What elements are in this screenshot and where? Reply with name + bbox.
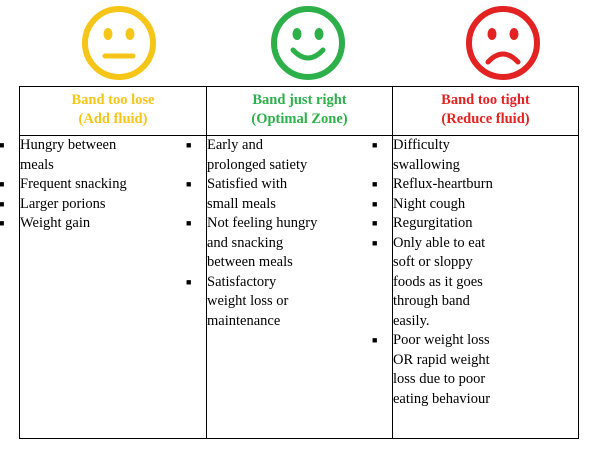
square-bullet-icon: ■: [0, 179, 5, 189]
symptoms-cell-too-loose: ■ Hungry between meals ■ Frequent snacking ■ L…: [0, 135, 207, 439]
list-item-line: Larger porions: [20, 195, 106, 212]
neutral-face-icon: [80, 4, 158, 82]
list-item-line: and snacking: [207, 234, 284, 251]
list-item: ■ Satisfactory weight loss or maintenance: [186, 273, 392, 332]
list-item-line: Night cough: [393, 195, 466, 212]
list-item-line: Regurgitation: [393, 215, 473, 231]
list-item-line: Satisfactory: [207, 273, 277, 290]
list-item-line: through band: [393, 293, 470, 309]
list-item-line: easily.: [393, 312, 430, 329]
list-item-line: prolonged satiety: [207, 156, 308, 173]
list-item-line: eating behaviour: [393, 390, 491, 407]
square-bullet-icon: ■: [372, 198, 378, 209]
list-item: ■ Early and prolonged satiety: [186, 136, 392, 175]
list-item: ■ Satisfied with small meals: [186, 175, 392, 214]
list-item: ■ Weight gain: [0, 214, 206, 234]
symptom-list: ■ Early and prolonged satiety ■ Satisfied wi…: [186, 136, 392, 332]
symptoms-row: ■ Hungry between meals ■ Frequent snacking ■ L…: [0, 135, 579, 439]
list-item-line: Poor weight loss: [393, 332, 490, 348]
heading-line: Band too tight: [441, 92, 530, 108]
smiling-face-icon: [269, 4, 347, 82]
list-item: ■ Hungry between meals: [0, 136, 206, 175]
list-item-line: foods as it goes: [393, 273, 483, 290]
list-item: ■ Reflux-heartburn: [372, 175, 578, 195]
square-bullet-icon: ■: [372, 179, 378, 189]
square-bullet-icon: ■: [186, 218, 192, 228]
symptoms-cell-just-right: ■ Early and prolonged satiety ■ Satisfied wi…: [186, 135, 393, 439]
square-bullet-icon: ■: [372, 140, 378, 150]
heading-band-just-right: Band just right (Optimal Zone): [206, 86, 393, 136]
sad-face-icon: [464, 4, 542, 82]
square-bullet-icon: ■: [0, 218, 5, 228]
square-bullet-icon: ■: [186, 140, 192, 150]
list-item: ■ Difficulty swallowing: [372, 136, 578, 175]
band-adjustment-table: Band too lose (Add fluid) Band just righ…: [0, 86, 579, 439]
header-row: Band too lose (Add fluid) Band just righ…: [19, 86, 579, 136]
heading-line: Band too lose: [71, 92, 155, 108]
list-item-line: small meals: [207, 195, 276, 212]
list-item-line: Not feeling hungry: [207, 215, 318, 231]
heading-line: (Add fluid): [78, 110, 148, 127]
heading-line: (Optimal Zone): [251, 110, 348, 127]
list-item-line: weight loss or: [207, 293, 289, 309]
list-item-line: Satisfied with: [207, 176, 288, 192]
list-item-line: swallowing: [393, 156, 460, 173]
heading-band-too-tight: Band too tight (Reduce fluid): [392, 86, 579, 136]
square-bullet-icon: ■: [186, 276, 192, 287]
symptom-list: ■ Difficulty swallowing ■ Reflux-heartburn ■ N…: [372, 136, 578, 409]
list-item: ■ Night cough: [372, 195, 578, 215]
list-item-line: loss due to poor: [393, 371, 486, 387]
list-item-line: Weight gain: [20, 215, 91, 231]
heading-line: Band just right: [252, 92, 347, 108]
list-item: ■ Regurgitation: [372, 214, 578, 234]
list-item-line: OR rapid weight: [393, 351, 490, 368]
list-item: ■ Poor weight loss OR rapid weight loss due…: [372, 331, 578, 409]
list-item-line: Frequent snacking: [20, 176, 127, 192]
list-item-line: soft or sloppy: [393, 254, 473, 270]
faces-row: [0, 0, 598, 84]
list-item-line: between meals: [207, 254, 293, 270]
square-bullet-icon: ■: [186, 179, 192, 189]
square-bullet-icon: ■: [0, 198, 5, 209]
symptom-list: ■ Hungry between meals ■ Frequent snacking ■ L…: [0, 136, 206, 234]
heading-line: (Reduce fluid): [441, 110, 530, 127]
list-item-line: meals: [20, 156, 54, 173]
square-bullet-icon: ■: [0, 140, 5, 150]
list-item-line: Difficulty: [393, 137, 450, 153]
list-item: ■ Not feeling hungry and snacking between m…: [186, 214, 392, 273]
list-item: ■ Only able to eat soft or sloppy foods as …: [372, 234, 578, 332]
symptoms-cell-too-tight: ■ Difficulty swallowing ■ Reflux-heartburn ■ N…: [372, 135, 579, 439]
list-item: ■ Larger porions: [0, 195, 206, 215]
square-bullet-icon: ■: [372, 335, 378, 345]
list-item-line: maintenance: [207, 312, 281, 329]
heading-band-too-loose: Band too lose (Add fluid): [19, 86, 207, 136]
list-item-line: Early and: [207, 137, 263, 153]
list-item-line: Hungry between: [20, 137, 117, 153]
square-bullet-icon: ■: [372, 218, 378, 228]
list-item: ■ Frequent snacking: [0, 175, 206, 195]
list-item-line: Only able to eat: [393, 234, 486, 251]
list-item-line: Reflux-heartburn: [393, 176, 493, 192]
square-bullet-icon: ■: [372, 237, 378, 248]
